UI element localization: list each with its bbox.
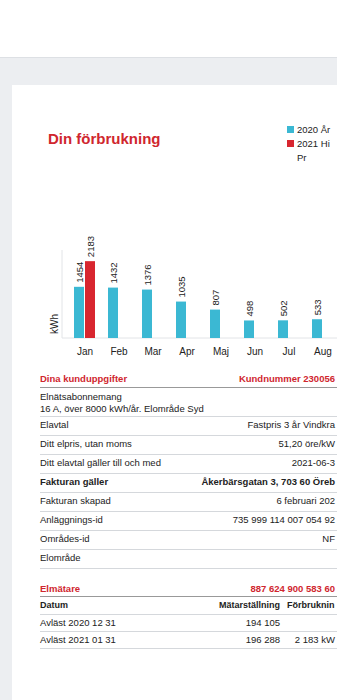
- row-rule: [40, 568, 337, 569]
- row-rule: [40, 648, 337, 649]
- row-label: Ditt elavtal gäller till och med: [40, 457, 161, 468]
- x-tick-label: Jun: [247, 346, 263, 357]
- row-rule: [40, 511, 337, 512]
- title: Din förbrukning: [48, 130, 161, 147]
- bar: [278, 320, 288, 338]
- row-rule: [40, 631, 337, 632]
- legend-note: Pr: [297, 152, 307, 163]
- data-label: 502: [278, 300, 289, 316]
- bar: [244, 320, 254, 338]
- y-axis: [62, 250, 63, 338]
- data-label: 498: [244, 301, 255, 317]
- row-rule: [40, 530, 337, 531]
- bar: [108, 288, 118, 338]
- chart: Din förbrukning2020 År2021 HiPrkWh145414…: [0, 0, 337, 700]
- data-label: 1454: [74, 262, 85, 283]
- row-label: Fakturan gäller: [40, 476, 108, 487]
- column-header: Datum: [40, 600, 68, 610]
- x-tick-label: Feb: [110, 346, 128, 357]
- legend-swatch: [287, 140, 294, 147]
- row-rule: [40, 416, 337, 417]
- row-rule: [40, 614, 337, 615]
- row-label: Elavtal: [40, 419, 69, 430]
- row-rule: [40, 435, 337, 436]
- bar: [176, 302, 186, 338]
- row-value: 735 999 114 007 054 92: [233, 514, 335, 525]
- data-label: 1376: [142, 264, 153, 285]
- row-value: 6 februari 202: [276, 495, 335, 506]
- row-rule: [40, 473, 337, 474]
- baseline: [62, 338, 337, 339]
- column-header: Mätarställning: [219, 600, 280, 610]
- cell: 196 288: [246, 634, 280, 645]
- legend-label: 2020 År: [297, 124, 330, 135]
- cell: Avläst 2021 01 31: [40, 634, 116, 645]
- cell: 194 105: [246, 617, 280, 628]
- x-tick-label: Mar: [144, 346, 162, 357]
- data-label: 807: [210, 290, 221, 306]
- row-label: Elområde: [40, 552, 81, 563]
- row-label: Ditt elpris, utan moms: [40, 438, 132, 449]
- data-label: 2183: [85, 236, 96, 257]
- row-label: Fakturan skapad: [40, 495, 111, 506]
- bar: [142, 290, 152, 338]
- row-label: Anläggnings-id: [40, 514, 103, 525]
- row-value: NF: [322, 533, 335, 544]
- row-detail: 16 A, över 8000 kWh/år. Elområde Syd: [40, 403, 204, 414]
- section-title: Elmätare: [40, 583, 80, 594]
- bars: [74, 261, 322, 338]
- legend-label: 2021 Hi: [297, 138, 330, 149]
- bar: [74, 287, 84, 338]
- row-rule: [40, 454, 337, 455]
- row-value: 2021-06-3: [292, 457, 335, 468]
- row-value: Fastpris 3 år Vindkra: [248, 419, 335, 430]
- top-band: [0, 0, 337, 58]
- x-tick-label: Apr: [179, 346, 195, 357]
- x-tick-label: Jul: [283, 346, 296, 357]
- meter-id: 887 624 900 583 60: [250, 583, 335, 594]
- data-label: 1432: [108, 262, 119, 283]
- row-rule: [40, 549, 337, 550]
- data-labels: 1454 1432 1376 1035 807 498 502 533 2183: [74, 236, 323, 316]
- bar: [210, 310, 220, 338]
- data-label: 533: [312, 299, 323, 315]
- x-tick-label: Aug: [314, 346, 332, 357]
- row-label: Elnätsabonnemang: [40, 391, 122, 402]
- x-tick-label: Jan: [77, 346, 93, 357]
- cell: Avläst 2020 12 31: [40, 617, 116, 628]
- section-title: Dina kunduppgifter: [40, 373, 127, 384]
- y-label: kWh: [49, 314, 60, 334]
- rule: [40, 596, 337, 597]
- row-value: 51,20 öre/kW: [279, 438, 336, 449]
- cell: 2 183 kW: [295, 634, 335, 645]
- column-header: Förbruknin: [287, 600, 335, 610]
- bar: [312, 319, 322, 338]
- row-rule: [40, 492, 337, 493]
- customer-number: Kundnummer 230056: [239, 373, 335, 384]
- x-tick-label: Maj: [213, 346, 229, 357]
- row-value: Åkerbärsgatan 3, 703 60 Öreb: [201, 476, 335, 487]
- rule: [40, 387, 337, 388]
- legend-swatch: [287, 126, 294, 133]
- row-label: Områdes-id: [40, 533, 90, 544]
- data-label: 1035: [176, 276, 187, 297]
- bar: [85, 261, 95, 338]
